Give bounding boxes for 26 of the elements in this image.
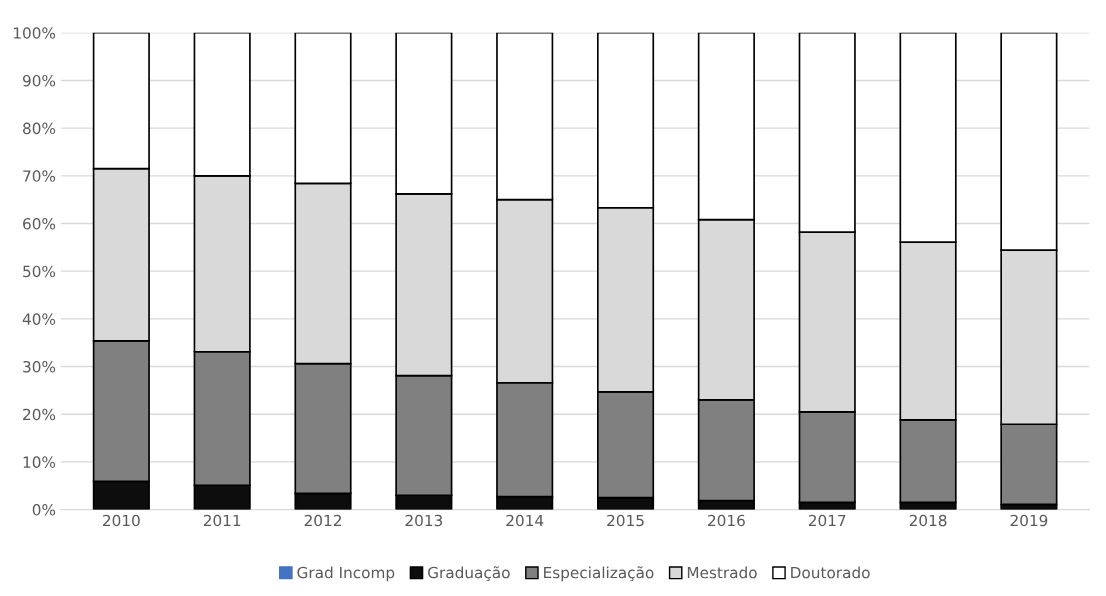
y-tick-label: 90% bbox=[22, 74, 56, 87]
y-tick-label: 0% bbox=[32, 504, 56, 516]
x-tick-label: 2019 bbox=[1010, 514, 1048, 527]
x-tick-label: 2018 bbox=[909, 514, 947, 527]
x-tick-label: 2017 bbox=[808, 514, 846, 527]
y-tick-label: 30% bbox=[23, 361, 56, 373]
y-tick-label: 70% bbox=[23, 170, 56, 182]
x-tick-label: 2010 bbox=[103, 514, 140, 527]
y-tick-label: 80% bbox=[23, 122, 56, 135]
x-tick-label: 2016 bbox=[708, 514, 745, 527]
x-tick-label: 2012 bbox=[304, 514, 341, 527]
legend-label: Grad Incomp bbox=[297, 566, 395, 582]
x-tick-label: 2013 bbox=[405, 514, 443, 527]
x-tick-label: 2015 bbox=[607, 514, 644, 527]
y-tick-label: 50% bbox=[23, 265, 56, 278]
y-tick-label: 10% bbox=[23, 456, 56, 468]
x-tick-label: 2014 bbox=[506, 514, 544, 527]
legend-label: Especialização bbox=[544, 566, 654, 582]
x-tick-label: 2011 bbox=[203, 514, 241, 527]
y-tick-label: 40% bbox=[22, 313, 56, 325]
y-tick-label: 20% bbox=[23, 408, 56, 421]
legend-label: Doutorado bbox=[791, 566, 870, 579]
y-tick-label: 100% bbox=[13, 27, 56, 39]
legend-label: Graduação bbox=[428, 566, 510, 582]
legend-label: Mestrado bbox=[687, 566, 757, 579]
y-tick-label: 60% bbox=[23, 217, 56, 230]
